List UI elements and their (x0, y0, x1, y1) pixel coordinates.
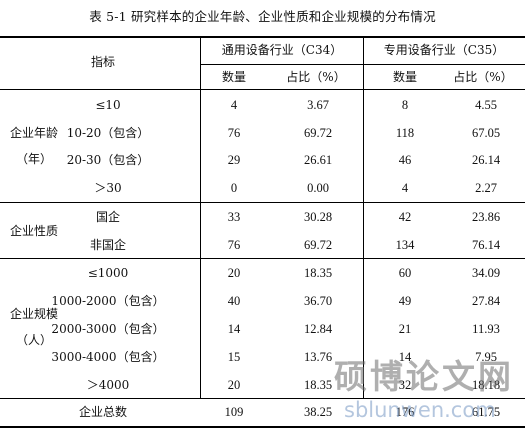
section-nature: 企业性质 (9, 224, 59, 238)
col-rule-2 (363, 36, 364, 398)
section-age: 企业年龄（年） (9, 126, 58, 166)
table-cell-c34-count: 40 (227, 293, 241, 308)
total-c35-ratio: 61.75 (471, 404, 501, 419)
table-cell-c34-ratio: 36.70 (303, 293, 333, 308)
table-cell-label: ≤1000 (87, 266, 129, 280)
table-cell-c35-count: 42 (398, 209, 412, 224)
table-cell-c35-count: 118 (395, 125, 415, 140)
header-group-c34: 通用设备行业（C34） (221, 43, 343, 57)
section-scale: 企业规模（人） (9, 307, 58, 347)
table-cell-c34-count: 20 (227, 377, 241, 392)
table-cell-c35-ratio: 34.09 (471, 265, 501, 280)
scale-total-rule (0, 398, 525, 399)
table-cell-c35-ratio: 23.86 (471, 209, 501, 224)
table-cell-label: ＞30 (94, 181, 122, 195)
table-cell-c34-count: 76 (227, 237, 241, 252)
header-indicator: 指标 (90, 55, 116, 69)
table-cell-c35-count: 14 (398, 349, 412, 364)
table-cell-c34-ratio: 13.76 (303, 349, 333, 364)
table-cell-c34-count: 33 (227, 209, 241, 224)
table-cell-label: 非国企 (89, 238, 127, 252)
table-cell-c34-count: 0 (230, 180, 238, 195)
table-cell-label: ＞4000 (86, 378, 130, 392)
age-nature-rule (0, 202, 525, 203)
total-label: 企业总数 (78, 405, 128, 419)
table-cell-c35-count: 4 (401, 180, 409, 195)
table-cell-label: 2000-3000（包含） (51, 322, 165, 336)
table-cell-label: 10-20（包含） (66, 126, 150, 140)
total-c34-ratio: 38.25 (303, 404, 333, 419)
header-c35-count: 数量 (392, 70, 418, 84)
table-cell-c35-ratio: 27.84 (471, 293, 501, 308)
table-cell-label: 20-30（包含） (66, 153, 150, 167)
header-c35-ratio: 占比（%） (453, 70, 513, 84)
table-cell-c35-ratio: 4.55 (475, 97, 497, 112)
table-cell-c35-count: 21 (398, 321, 412, 336)
table-cell-c34-ratio: 3.67 (307, 97, 329, 112)
table-cell-label: 国企 (95, 210, 121, 224)
table-cell-c35-count: 46 (398, 152, 412, 167)
table-cell-c35-ratio: 67.05 (471, 125, 501, 140)
table-cell-c34-ratio: 18.35 (303, 265, 333, 280)
col-rule-1 (200, 36, 201, 398)
nature-scale-rule (0, 258, 525, 259)
table-cell-c34-ratio: 26.61 (303, 152, 333, 167)
table-cell-c35-ratio: 7.95 (475, 349, 497, 364)
bottom-rule (0, 426, 525, 428)
table-cell-label: 3000-4000（包含） (51, 350, 165, 364)
table-cell-c34-ratio: 69.72 (303, 237, 333, 252)
table-cell-c35-count: 32 (398, 377, 412, 392)
header-c34-ratio: 占比（%） (286, 70, 346, 84)
header-bottom-rule (0, 89, 525, 90)
table-caption: 表 5-1 研究样本的企业年龄、企业性质和企业规模的分布情况 (89, 9, 436, 24)
header-mid-rule (200, 64, 525, 65)
table-cell-label: 1000-2000（包含） (51, 294, 165, 308)
table-cell-c34-count: 20 (227, 265, 241, 280)
top-rule (0, 36, 525, 38)
table-cell-c34-ratio: 18.35 (303, 377, 333, 392)
table-cell-c34-count: 29 (227, 152, 241, 167)
total-c34-count: 109 (224, 404, 244, 419)
table-cell-c34-ratio: 69.72 (303, 125, 333, 140)
header-c34-count: 数量 (221, 70, 247, 84)
table-cell-c34-count: 4 (230, 97, 238, 112)
table-cell-c35-ratio: 26.14 (471, 152, 501, 167)
table-cell-c35-count: 8 (401, 97, 409, 112)
table-cell-label: ≤10 (95, 98, 121, 112)
table-cell-c34-ratio: 0.00 (307, 180, 329, 195)
table-cell-c35-ratio: 76.14 (471, 237, 501, 252)
table-cell-c35-ratio: 18.18 (471, 377, 501, 392)
table-cell-c35-count: 134 (395, 237, 415, 252)
table-cell-c35-count: 49 (398, 293, 412, 308)
table-cell-c34-count: 15 (227, 349, 241, 364)
table-cell-c34-ratio: 12.84 (303, 321, 333, 336)
table-cell-c35-ratio: 2.27 (475, 180, 497, 195)
table-cell-c34-count: 76 (227, 125, 241, 140)
table-cell-c35-count: 60 (398, 265, 412, 280)
table-cell-c34-ratio: 30.28 (303, 209, 333, 224)
header-group-c35: 专用设备行业（C35） (383, 43, 505, 57)
total-c35-count: 176 (395, 404, 415, 419)
table-cell-c35-ratio: 11.93 (472, 321, 500, 336)
table-cell-c34-count: 14 (227, 321, 241, 336)
